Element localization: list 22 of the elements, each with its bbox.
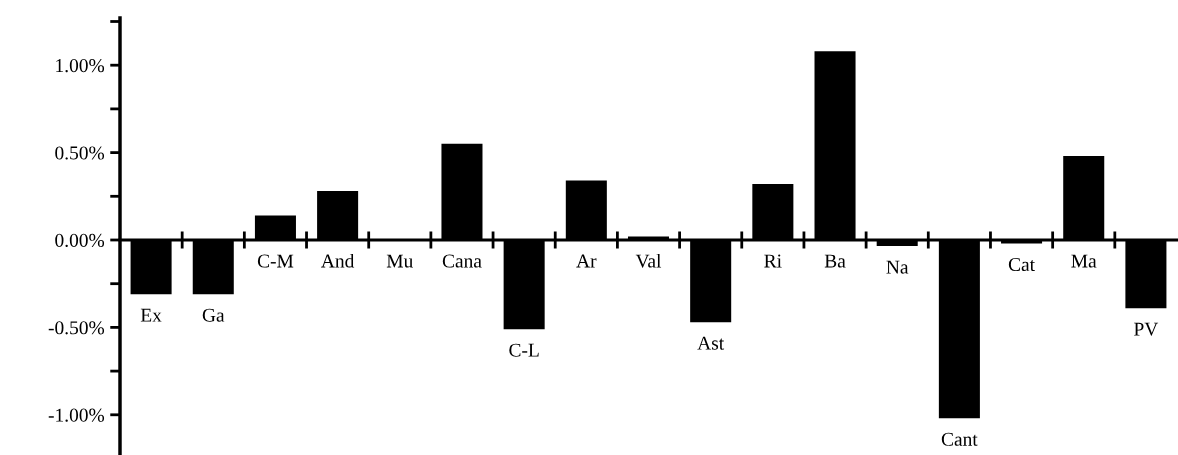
x-tick-label: Ma <box>1071 254 1097 268</box>
y-tick-label: -0.50% <box>48 321 105 335</box>
x-tick-label: Ast <box>697 336 725 350</box>
y-tick-label: 0.50% <box>55 146 105 160</box>
x-tick-label: Cant <box>941 432 978 446</box>
x-tick-label: C-M <box>257 254 294 268</box>
x-tick-label: And <box>321 253 355 268</box>
y-tick-label: 0.00% <box>55 233 105 248</box>
x-tick-label: Ri <box>764 254 782 268</box>
x-tick-label: Ar <box>576 254 597 268</box>
x-tick-label: Ex <box>140 308 162 322</box>
x-tick-label: Val <box>635 253 662 268</box>
x-tick-label: Cana <box>442 254 482 268</box>
y-tick-label: -1.00% <box>48 408 105 422</box>
x-tick-label: Cat <box>1008 258 1035 272</box>
x-tick-label: PV <box>1134 322 1159 336</box>
y-tick-label: 1.00% <box>56 59 105 73</box>
x-tick-label: Na <box>886 260 909 274</box>
x-tick-label: C-L <box>509 343 539 357</box>
x-tick-label: Mu <box>386 254 413 268</box>
x-tick-label: Ga <box>202 308 225 322</box>
x-tick-label: Ba <box>824 254 846 268</box>
